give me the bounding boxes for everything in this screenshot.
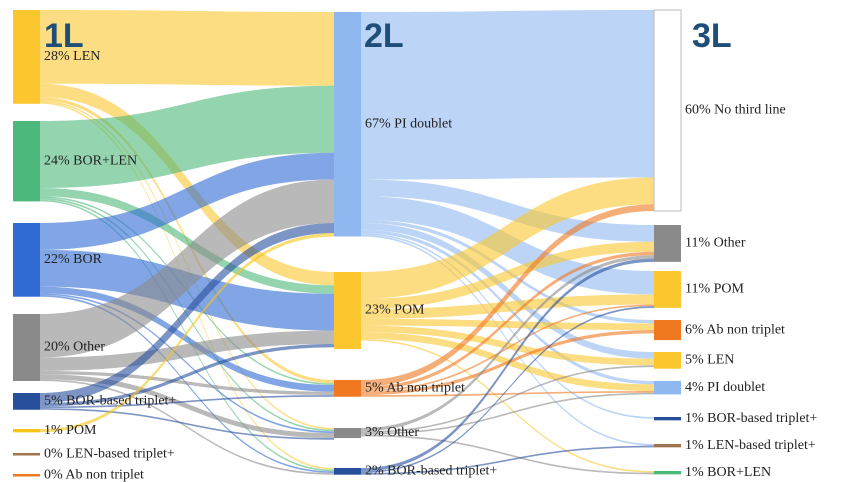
node [13, 223, 40, 297]
link [40, 344, 334, 407]
link [361, 318, 654, 331]
link [361, 223, 654, 359]
link [40, 179, 334, 358]
node-label: 0% LEN-based triplet+ [44, 446, 175, 461]
node-label: 1% POM [44, 423, 97, 438]
link [40, 408, 334, 440]
node [13, 121, 40, 202]
node [13, 10, 40, 104]
link [40, 395, 334, 409]
link [361, 304, 654, 392]
node-label: 23% POM [365, 303, 425, 318]
node-label: 60% No third line [685, 103, 786, 118]
node-label: 1% BOR-based triplet+ [685, 411, 817, 426]
node [654, 352, 681, 369]
node [654, 471, 681, 475]
node-label: 67% PI doublet [365, 116, 452, 131]
link [40, 233, 334, 433]
link [361, 330, 654, 396]
link [40, 152, 334, 250]
link [361, 177, 654, 299]
node-label: 5% LEN [685, 353, 734, 368]
link [361, 10, 654, 180]
link [40, 330, 334, 371]
link [361, 258, 654, 472]
node [13, 429, 40, 433]
node-label: 28% LEN [44, 49, 100, 64]
node-label: 1% LEN-based triplet+ [685, 438, 816, 453]
node-label: 6% Ab non triplet [685, 322, 785, 337]
link [40, 10, 334, 86]
link [40, 188, 334, 294]
node [13, 393, 40, 410]
link [361, 434, 654, 475]
node [334, 12, 361, 237]
node-label: 20% Other [44, 340, 105, 355]
link [361, 391, 654, 397]
link [361, 365, 654, 434]
node [334, 272, 361, 350]
link [40, 293, 334, 434]
node [334, 428, 361, 439]
node [334, 380, 361, 397]
link [361, 294, 654, 319]
node [13, 453, 40, 456]
link [40, 374, 334, 439]
node-label: 11% Other [685, 236, 746, 251]
link [361, 325, 654, 366]
node [654, 381, 681, 395]
node [654, 417, 681, 421]
link [361, 306, 654, 474]
node-label: 2% BOR-based triplet+ [365, 464, 497, 479]
link [361, 234, 654, 446]
node [653, 9, 682, 212]
node-label: 1% BOR+LEN [685, 465, 771, 480]
column-title: 1L [44, 17, 84, 55]
link [361, 204, 654, 387]
link [40, 83, 334, 286]
node [654, 225, 681, 262]
link [40, 286, 334, 392]
link [40, 370, 334, 396]
node [654, 444, 681, 448]
link [361, 392, 654, 435]
node [13, 314, 40, 381]
link [361, 339, 654, 473]
link [40, 85, 334, 188]
link [361, 445, 654, 475]
link [40, 379, 334, 475]
node [334, 468, 361, 475]
node-label: 11% POM [685, 282, 745, 297]
node-label: 3% Other [365, 425, 419, 440]
node [654, 320, 681, 341]
node [654, 271, 681, 308]
column-title: 2L [364, 17, 404, 55]
node-label: 22% BOR [44, 252, 103, 267]
link [40, 199, 334, 472]
node-label: 5% BOR-based triplet+ [44, 394, 176, 409]
node-label: 5% Ab non triplet [365, 381, 465, 396]
links [40, 10, 654, 475]
link [361, 255, 654, 432]
node [13, 474, 40, 477]
node-label: 0% Ab non triplet [44, 467, 144, 482]
node-label: 24% BOR+LEN [44, 153, 137, 168]
node-label: 4% PI doublet [685, 380, 765, 395]
link [361, 241, 654, 309]
link [40, 223, 334, 404]
column-title: 3L [692, 17, 732, 55]
link [361, 251, 654, 391]
